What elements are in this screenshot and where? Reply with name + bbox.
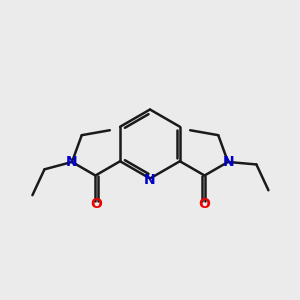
Text: N: N [144, 173, 156, 187]
Text: O: O [198, 197, 210, 211]
Text: N: N [66, 155, 77, 169]
Text: O: O [90, 197, 102, 211]
Text: N: N [223, 155, 234, 169]
